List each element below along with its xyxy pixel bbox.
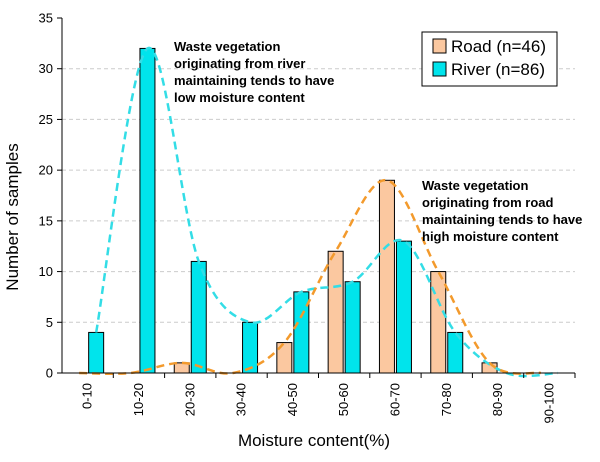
x-tick-label: 80-90 <box>490 383 505 416</box>
y-tick-label: 15 <box>39 213 53 228</box>
y-tick-labels: 0 5 10 15 20 25 30 35 <box>39 11 62 381</box>
y-tick-label: 5 <box>46 315 53 330</box>
annotation-line: low moisture content <box>174 90 305 105</box>
y-tick-label: 10 <box>39 264 53 279</box>
annotation-road: Waste vegetation originating from road m… <box>422 178 582 244</box>
x-tick-label: 70-80 <box>439 383 454 416</box>
y-tick-label: 0 <box>46 366 53 381</box>
y-tick-label: 35 <box>39 11 53 26</box>
annotation-line: Waste vegetation <box>174 39 280 54</box>
x-tick-label: 10-20 <box>131 383 146 416</box>
x-tick-label: 40-50 <box>285 383 300 416</box>
annotation-line: originating from road <box>422 195 554 210</box>
x-axis-title: Moisture content(%) <box>238 431 390 450</box>
bar-road <box>378 179 395 374</box>
annotation-river: Waste vegetation originating from river … <box>174 39 334 105</box>
bar-river <box>395 240 412 374</box>
x-tick-label: 30-40 <box>234 383 249 416</box>
legend-label-river: River (n=86) <box>451 60 545 79</box>
legend: Road (n=46) River (n=86) <box>421 31 558 87</box>
x-tick-label: 0-10 <box>80 383 95 409</box>
legend-swatch-road <box>432 38 447 54</box>
annotation-line: maintaining tends to have <box>422 212 582 227</box>
x-tick-label: 50-60 <box>336 383 351 416</box>
annotation-line: high moisture content <box>422 229 559 244</box>
y-axis-title: Number of samples <box>3 143 22 290</box>
annotation-line: maintaining tends to have <box>174 73 334 88</box>
annotation-line: Waste vegetation <box>422 178 528 193</box>
bar-river <box>190 260 207 374</box>
bar-river <box>344 281 361 374</box>
bar-river <box>139 47 156 374</box>
annotation-line: originating from river <box>174 56 305 71</box>
bar-river <box>242 321 259 374</box>
legend-label-road: Road (n=46) <box>451 37 546 56</box>
x-tick-label: 20-30 <box>182 383 197 416</box>
legend-swatch-river <box>432 61 447 77</box>
bar-river <box>88 331 105 374</box>
y-tick-label: 30 <box>39 61 53 76</box>
fit-curve-river <box>94 47 558 378</box>
y-tick-label: 20 <box>39 163 53 178</box>
fit-curves <box>79 47 558 378</box>
x-tick-labels: 0-10 10-20 20-30 30-40 40-50 50-60 60-70 70-80 8… <box>80 373 576 423</box>
fit-curve-road <box>79 179 542 375</box>
y-tick-label: 25 <box>39 112 53 127</box>
x-tick-label: 90-100 <box>541 383 556 423</box>
bars <box>88 47 498 374</box>
x-tick-label: 60-70 <box>387 383 402 416</box>
bar-road <box>327 250 344 374</box>
